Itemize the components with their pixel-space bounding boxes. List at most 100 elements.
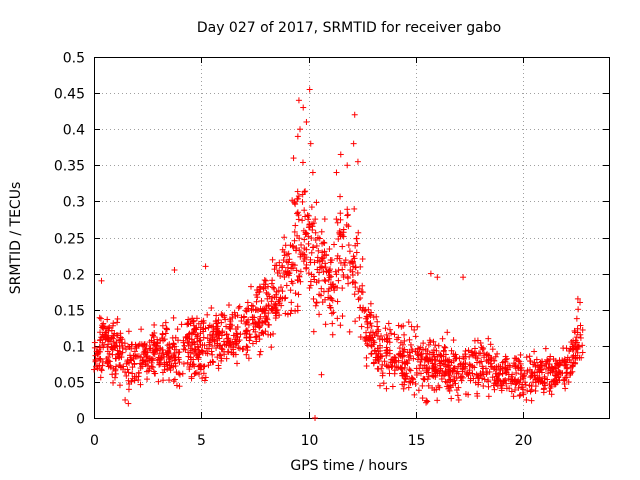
data-point — [420, 375, 427, 382]
data-point — [291, 228, 298, 235]
data-point — [498, 385, 505, 392]
data-point — [114, 347, 121, 354]
data-point — [466, 353, 473, 360]
data-point — [345, 275, 352, 282]
data-point — [429, 360, 436, 367]
data-point-notable — [318, 371, 325, 378]
data-point — [308, 204, 315, 211]
data-point — [334, 315, 341, 322]
data-point — [458, 377, 465, 384]
data-point — [310, 328, 317, 335]
data-point — [406, 336, 413, 343]
data-point — [395, 334, 402, 341]
data-point — [494, 350, 501, 357]
data-point — [424, 347, 431, 354]
data-point — [486, 368, 493, 375]
data-point — [500, 377, 507, 384]
data-point — [447, 368, 454, 375]
data-point — [185, 342, 192, 349]
data-point — [288, 299, 295, 306]
data-point — [455, 370, 462, 377]
data-point — [382, 325, 389, 332]
data-point — [214, 323, 221, 330]
data-point — [286, 256, 293, 263]
data-point — [294, 303, 301, 310]
data-point — [287, 310, 294, 317]
data-point — [388, 330, 395, 337]
data-point — [263, 315, 270, 322]
data-point — [515, 384, 522, 391]
data-point — [180, 360, 187, 367]
data-point — [539, 378, 546, 385]
data-point — [313, 299, 320, 306]
data-point — [351, 205, 358, 212]
data-point — [420, 340, 427, 347]
data-point — [409, 347, 416, 354]
data-point — [320, 288, 327, 295]
data-point — [446, 387, 453, 394]
data-point — [276, 259, 283, 266]
data-point — [273, 312, 280, 319]
data-point — [408, 323, 415, 330]
y-tick-label: 0.3 — [63, 195, 85, 211]
data-point — [475, 374, 482, 381]
data-point — [532, 377, 539, 384]
data-point — [110, 379, 117, 386]
data-point-notable — [455, 396, 462, 403]
data-point — [307, 278, 314, 285]
data-point — [132, 341, 139, 348]
data-point — [407, 341, 414, 348]
data-point — [521, 370, 528, 377]
data-point — [269, 305, 276, 312]
data-point — [450, 357, 457, 364]
data-point — [115, 354, 122, 361]
data-point — [406, 378, 413, 385]
data-point — [423, 354, 430, 361]
data-point — [349, 260, 356, 267]
data-point — [401, 379, 408, 386]
data-point — [485, 357, 492, 364]
data-point — [451, 353, 458, 360]
data-point — [480, 383, 487, 390]
data-point — [258, 297, 265, 304]
data-point — [274, 306, 281, 313]
data-point — [465, 347, 472, 354]
data-point — [433, 347, 440, 354]
data-point-notable — [460, 274, 467, 281]
data-point — [541, 373, 548, 380]
data-point — [263, 289, 270, 296]
data-point — [345, 242, 352, 249]
data-point — [200, 363, 207, 370]
data-point — [267, 331, 274, 338]
data-point — [205, 324, 212, 331]
data-point-notable — [574, 295, 581, 302]
data-point — [184, 359, 191, 366]
data-point — [188, 330, 195, 337]
y-tick-label: 0.35 — [54, 159, 85, 175]
data-point — [323, 252, 330, 259]
data-point — [306, 223, 313, 230]
data-point — [526, 382, 533, 389]
data-point — [195, 354, 202, 361]
data-point — [380, 380, 387, 387]
data-point — [322, 260, 329, 267]
data-point — [513, 380, 520, 387]
data-point — [308, 249, 315, 256]
data-point — [199, 348, 206, 355]
data-point — [277, 272, 284, 279]
data-point — [406, 357, 413, 364]
data-point — [368, 342, 375, 349]
data-point — [352, 284, 359, 291]
data-point — [158, 335, 165, 342]
data-point — [539, 379, 546, 386]
data-point — [279, 262, 286, 269]
data-point — [397, 350, 404, 357]
data-point — [215, 362, 222, 369]
data-point — [265, 310, 272, 317]
data-point — [186, 366, 193, 373]
data-point — [374, 323, 381, 330]
data-point — [121, 340, 128, 347]
data-point — [305, 212, 312, 219]
data-point — [409, 375, 416, 382]
y-tick-label: 0.45 — [54, 87, 85, 103]
